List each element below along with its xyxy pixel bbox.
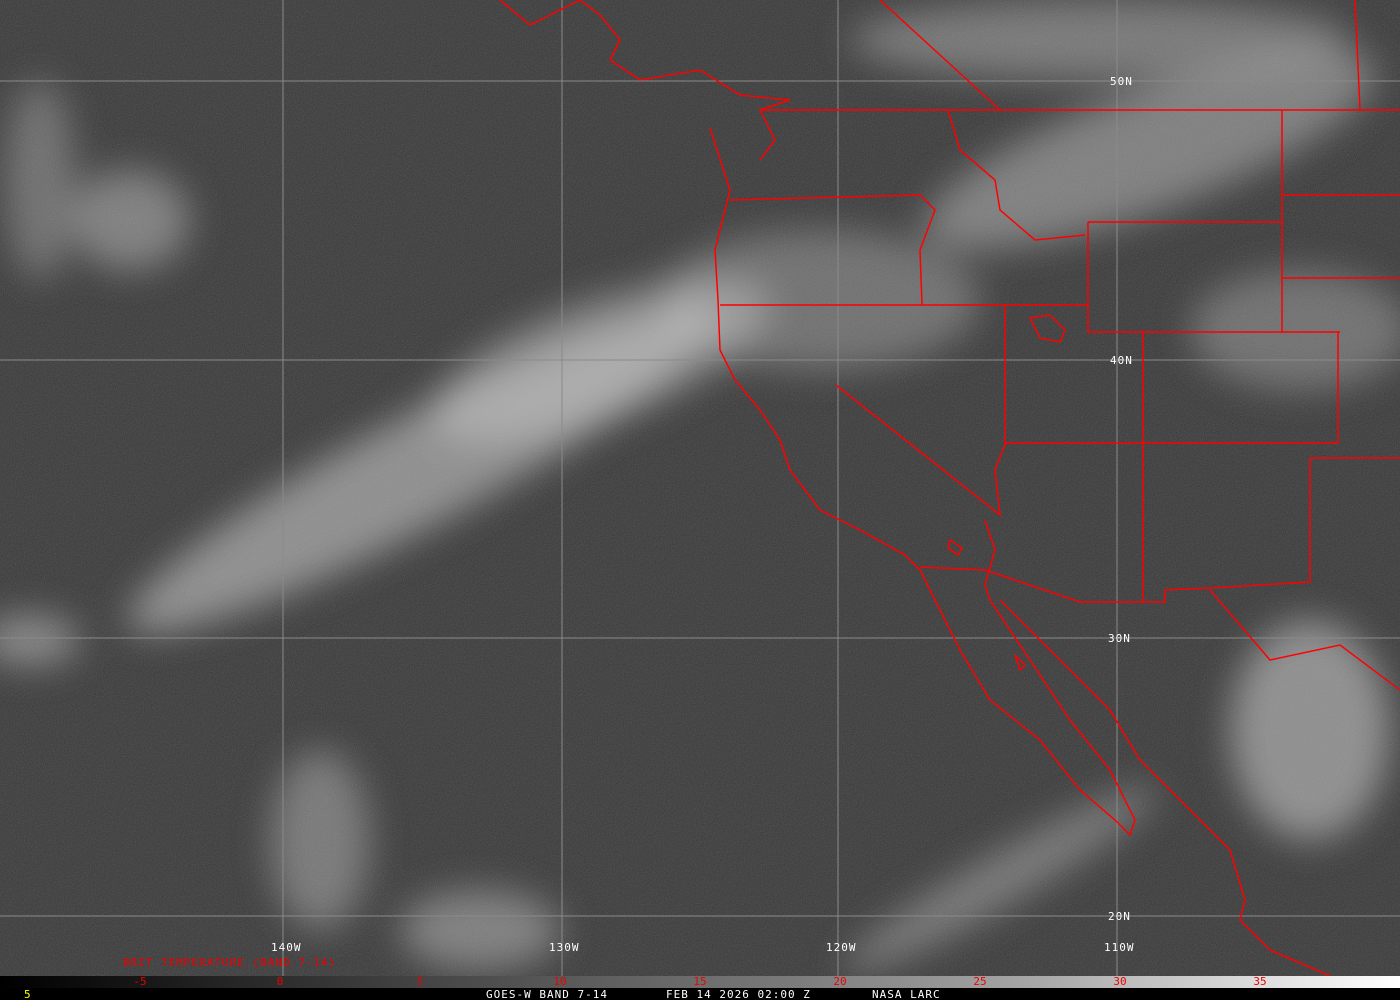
satellite-image — [0, 0, 1400, 976]
frame-number: 5 — [24, 988, 32, 1000]
colorbar-title: BRIT TEMPERATURE (BAND 7-14) — [123, 956, 337, 969]
colorbar-tick: 0 — [276, 975, 284, 988]
colorbar-tick: 10 — [553, 975, 567, 988]
colorbar-tick: 20 — [833, 975, 847, 988]
colorbar-tick: 30 — [1113, 975, 1127, 988]
lat-label-40n: 40N — [1110, 354, 1133, 367]
lat-label-50n: 50N — [1110, 75, 1133, 88]
colorbar-tick: 5 — [416, 975, 424, 988]
colorbar-tick: -5 — [133, 975, 147, 988]
lon-label-130w: 130W — [549, 941, 580, 954]
colorbar: -5 0 5 10 15 20 25 30 35 — [0, 975, 1400, 988]
date-time: FEB 14 2026 02:00 Z — [666, 988, 811, 1000]
lon-label-120w: 120W — [826, 941, 857, 954]
lat-label-30n: 30N — [1108, 632, 1131, 645]
colorbar-tick: 35 — [1253, 975, 1267, 988]
lat-label-20n: 20N — [1108, 910, 1131, 923]
colorbar-tick: 15 — [693, 975, 707, 988]
lon-label-140w: 140W — [271, 941, 302, 954]
cloud-layer — [0, 0, 1400, 973]
satellite-label: GOES-W BAND 7-14 — [486, 988, 608, 1000]
footer-bar: 5 GOES-W BAND 7-14 FEB 14 2026 02:00 Z N… — [0, 988, 1400, 1000]
credit: NASA LARC — [872, 988, 941, 1000]
lat-lon-grid — [0, 0, 1400, 976]
political-boundaries — [499, 0, 1400, 976]
colorbar-tick: 25 — [973, 975, 987, 988]
lon-label-110w: 110W — [1104, 941, 1135, 954]
